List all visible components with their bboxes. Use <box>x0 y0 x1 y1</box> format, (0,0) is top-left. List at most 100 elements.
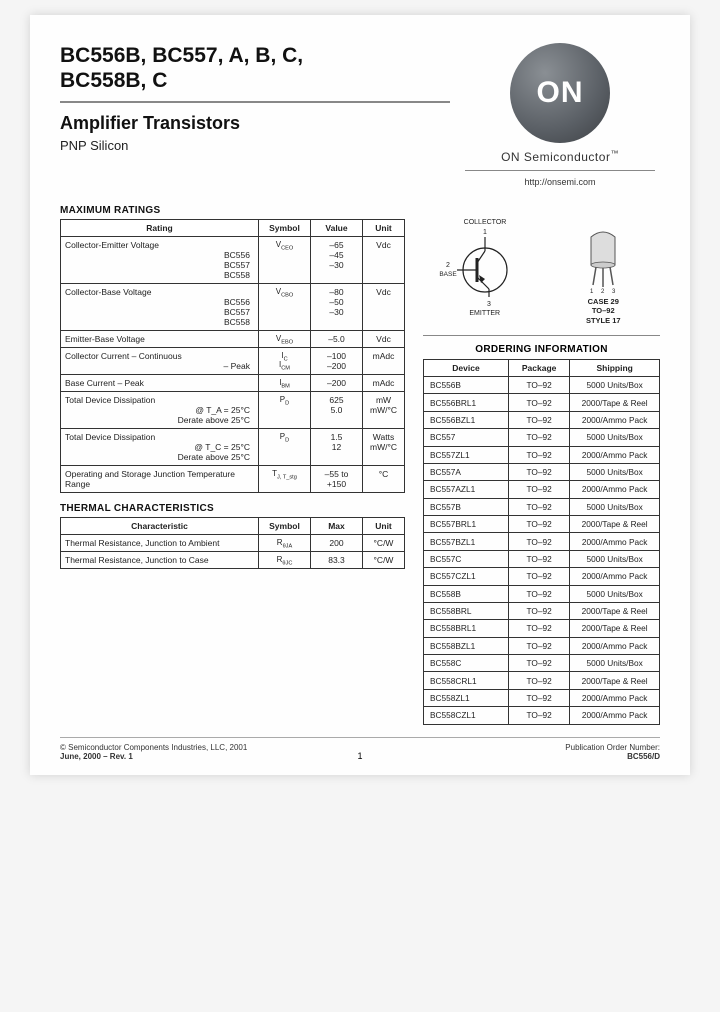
package-diagram: 1 2 3 CASE 29 TO–92 STYLE 17 <box>558 225 648 325</box>
body-columns: MAXIMUM RATINGS Rating Symbol Value Unit… <box>60 205 660 725</box>
ord-device: BC557CZL1 <box>424 568 509 585</box>
ord-package: TO–92 <box>508 568 569 585</box>
ord-package: TO–92 <box>508 637 569 654</box>
ord-package: TO–92 <box>508 446 569 463</box>
ord-shipping: 5000 Units/Box <box>570 463 660 480</box>
rating-value: –200 <box>311 375 363 392</box>
ord-package: TO–92 <box>508 602 569 619</box>
ord-shipping: 2000/Tape & Reel <box>570 602 660 619</box>
ord-package: TO–92 <box>508 516 569 533</box>
thermal-label: Thermal Resistance, Junction to Case <box>61 552 259 569</box>
ord-device: BC557C <box>424 550 509 567</box>
ordering-row: BC557CZL1TO–922000/Ammo Pack <box>424 568 660 585</box>
ordering-row: BC558CTO–925000 Units/Box <box>424 655 660 672</box>
svg-text:1: 1 <box>483 229 487 236</box>
thermal-symbol: RθJC <box>259 552 311 569</box>
ord-device: BC557A <box>424 463 509 480</box>
svg-text:3: 3 <box>612 289 616 295</box>
rating-label: Total Device Dissipation@ T_A = 25°CDera… <box>61 392 259 429</box>
rating-unit: mAdc <box>363 375 405 392</box>
rating-value: 1.512 <box>311 429 363 466</box>
right-divider <box>423 335 660 336</box>
brand-url: http://onsemi.com <box>460 177 660 187</box>
ord-device: BC557AZL1 <box>424 481 509 498</box>
ratings-row: Operating and Storage Junction Temperatu… <box>61 466 405 493</box>
rating-symbol: VEBO <box>259 331 311 348</box>
ord-shipping: 2000/Tape & Reel <box>570 394 660 411</box>
ordering-row: BC557BTO–925000 Units/Box <box>424 498 660 515</box>
ord-device: BC556BZL1 <box>424 411 509 428</box>
ord-h1: Package <box>508 360 569 377</box>
to92-package-icon: 1 2 3 <box>573 225 633 295</box>
rating-symbol: ICICM <box>259 348 311 375</box>
ord-device: BC557B <box>424 498 509 515</box>
title-divider <box>60 101 450 103</box>
ord-shipping: 2000/Ammo Pack <box>570 568 660 585</box>
ord-package: TO–92 <box>508 394 569 411</box>
ord-package: TO–92 <box>508 377 569 394</box>
rating-value: 6255.0 <box>311 392 363 429</box>
rating-label: Collector Current – Continuous– Peak <box>61 348 259 375</box>
rating-unit: mAdc <box>363 348 405 375</box>
ordering-row: BC558BRLTO–922000/Tape & Reel <box>424 602 660 619</box>
ord-device: BC558BRL1 <box>424 620 509 637</box>
rating-label: Base Current – Peak <box>61 375 259 392</box>
ord-device: BC558BZL1 <box>424 637 509 654</box>
ord-shipping: 5000 Units/Box <box>570 498 660 515</box>
rating-value: –5.0 <box>311 331 363 348</box>
part-numbers-line2: BC558B, C <box>60 68 450 93</box>
ord-shipping: 5000 Units/Box <box>570 550 660 567</box>
rating-symbol: IBM <box>259 375 311 392</box>
pinout-diagram: COLLECTOR 1 2 BASE 3 EMITTE <box>435 215 535 325</box>
ordering-title: ORDERING INFORMATION <box>423 344 660 355</box>
ord-shipping: 2000/Tape & Reel <box>570 620 660 637</box>
ord-device: BC557 <box>424 429 509 446</box>
ordering-row: BC557ATO–925000 Units/Box <box>424 463 660 480</box>
ordering-row: BC556BTO–925000 Units/Box <box>424 377 660 394</box>
header-row: BC556B, BC557, A, B, C, BC558B, C Amplif… <box>60 43 660 187</box>
rating-label: Operating and Storage Junction Temperatu… <box>61 466 259 493</box>
diagrams-row: COLLECTOR 1 2 BASE 3 EMITTE <box>423 205 660 325</box>
thermal-label: Thermal Resistance, Junction to Ambient <box>61 535 259 552</box>
ord-device: BC556B <box>424 377 509 394</box>
ratings-h1: Symbol <box>259 220 311 237</box>
ord-device: BC557ZL1 <box>424 446 509 463</box>
rating-label: Collector-Emitter VoltageBC556BC557BC558 <box>61 237 259 284</box>
thermal-unit: °C/W <box>363 535 405 552</box>
brand-divider <box>465 170 655 171</box>
rating-unit: mWmW/°C <box>363 392 405 429</box>
part-numbers-line1: BC556B, BC557, A, B, C, <box>60 43 450 68</box>
ratings-title: MAXIMUM RATINGS <box>60 205 405 216</box>
ord-device: BC557BRL1 <box>424 516 509 533</box>
emitter-label: EMITTER <box>435 310 535 317</box>
ordering-row: BC557AZL1TO–922000/Ammo Pack <box>424 481 660 498</box>
ord-shipping: 2000/Ammo Pack <box>570 689 660 706</box>
rating-value: –80–50–30 <box>311 284 363 331</box>
svg-text:2: 2 <box>446 262 450 269</box>
ord-shipping: 2000/Ammo Pack <box>570 637 660 654</box>
ratings-row: Total Device Dissipation@ T_C = 25°CDera… <box>61 429 405 466</box>
ordering-row: BC556BZL1TO–922000/Ammo Pack <box>424 411 660 428</box>
ord-package: TO–92 <box>508 533 569 550</box>
rating-unit: WattsmW/°C <box>363 429 405 466</box>
ord-package: TO–92 <box>508 463 569 480</box>
header-right: ON ON Semiconductor™ http://onsemi.com <box>460 43 660 187</box>
rating-label: Emitter-Base Voltage <box>61 331 259 348</box>
ratings-row: Base Current – PeakIBM–200mAdc <box>61 375 405 392</box>
page-number: 1 <box>357 751 362 761</box>
ord-package: TO–92 <box>508 411 569 428</box>
ord-package: TO–92 <box>508 498 569 515</box>
publication-number: BC556/D <box>565 752 660 761</box>
ord-shipping: 2000/Tape & Reel <box>570 516 660 533</box>
rating-value: –55 to +150 <box>311 466 363 493</box>
ratings-row: Collector-Base VoltageBC556BC557BC558VCB… <box>61 284 405 331</box>
ord-shipping: 2000/Ammo Pack <box>570 411 660 428</box>
rating-symbol: PD <box>259 429 311 466</box>
left-column: MAXIMUM RATINGS Rating Symbol Value Unit… <box>60 205 405 725</box>
ord-shipping: 5000 Units/Box <box>570 585 660 602</box>
ord-package: TO–92 <box>508 620 569 637</box>
ord-shipping: 2000/Ammo Pack <box>570 446 660 463</box>
thermal-table: Characteristic Symbol Max Unit Thermal R… <box>60 517 405 569</box>
ord-shipping: 2000/Ammo Pack <box>570 707 660 724</box>
ordering-row: BC558BTO–925000 Units/Box <box>424 585 660 602</box>
